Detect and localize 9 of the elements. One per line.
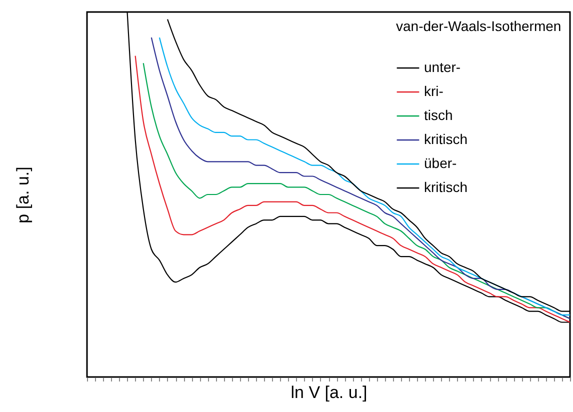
- legend-title: van-der-Waals-Isothermen: [396, 18, 562, 34]
- legend-label: unter-: [424, 59, 461, 75]
- x-axis-title: ln V [a. u.]: [290, 383, 368, 402]
- y-axis-title: p [a. u.]: [14, 166, 32, 224]
- legend-label: über-: [424, 155, 458, 171]
- legend-label: kritisch: [424, 131, 468, 147]
- legend-label: kritisch: [424, 179, 468, 195]
- legend-label: kri-: [424, 83, 444, 99]
- legend-label: tisch: [424, 107, 453, 123]
